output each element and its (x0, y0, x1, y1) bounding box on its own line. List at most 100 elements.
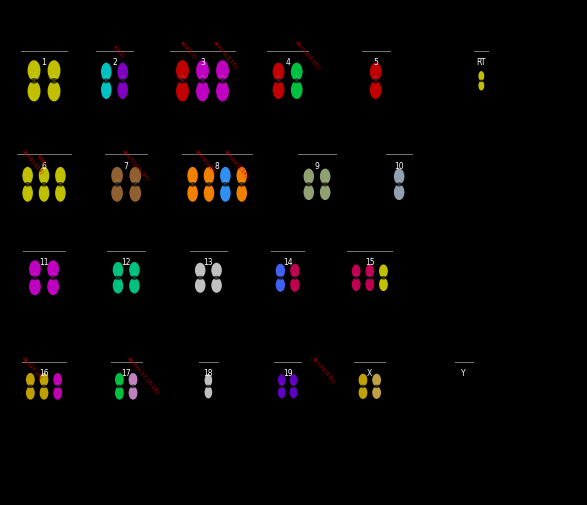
Ellipse shape (190, 182, 196, 187)
Ellipse shape (211, 278, 222, 293)
Ellipse shape (222, 182, 228, 187)
Ellipse shape (129, 373, 137, 386)
Ellipse shape (26, 386, 35, 399)
Ellipse shape (26, 373, 35, 386)
Ellipse shape (355, 273, 357, 278)
Text: 17: 17 (122, 369, 131, 378)
Ellipse shape (353, 276, 359, 280)
Ellipse shape (373, 75, 378, 81)
Ellipse shape (382, 273, 385, 278)
Text: der(8)(q14): der(8)(q14) (194, 148, 217, 175)
Ellipse shape (397, 179, 401, 185)
Ellipse shape (195, 263, 205, 278)
Ellipse shape (359, 374, 367, 386)
Text: 4: 4 (285, 58, 290, 67)
Ellipse shape (22, 167, 33, 184)
Ellipse shape (279, 385, 284, 388)
Ellipse shape (216, 60, 229, 81)
Text: 6: 6 (42, 162, 46, 171)
Ellipse shape (372, 78, 379, 83)
Ellipse shape (59, 179, 62, 185)
Text: 3: 3 (200, 58, 205, 67)
Ellipse shape (290, 374, 298, 386)
Ellipse shape (379, 265, 388, 278)
Ellipse shape (379, 278, 388, 291)
Ellipse shape (272, 81, 284, 99)
Ellipse shape (278, 276, 283, 280)
Ellipse shape (101, 63, 112, 81)
Ellipse shape (359, 386, 367, 399)
Ellipse shape (47, 278, 59, 295)
Ellipse shape (195, 278, 205, 293)
Ellipse shape (28, 384, 33, 388)
Text: 10: 10 (394, 162, 404, 171)
Text: 18: 18 (204, 369, 213, 378)
Ellipse shape (205, 386, 212, 398)
Ellipse shape (294, 273, 296, 278)
Ellipse shape (115, 373, 124, 386)
Ellipse shape (478, 71, 484, 81)
Ellipse shape (131, 382, 134, 387)
Ellipse shape (40, 373, 48, 386)
Ellipse shape (103, 78, 109, 83)
Ellipse shape (352, 265, 360, 278)
Ellipse shape (53, 373, 62, 386)
Ellipse shape (191, 179, 194, 185)
Ellipse shape (276, 278, 285, 292)
Ellipse shape (214, 276, 220, 280)
Ellipse shape (303, 184, 314, 200)
Ellipse shape (478, 81, 484, 90)
Ellipse shape (116, 273, 120, 278)
Ellipse shape (117, 81, 128, 99)
Text: 11: 11 (39, 258, 49, 267)
Ellipse shape (291, 63, 303, 81)
Ellipse shape (29, 260, 41, 278)
Ellipse shape (211, 263, 222, 278)
Ellipse shape (49, 275, 56, 280)
Ellipse shape (372, 386, 381, 399)
Text: X: X (367, 369, 372, 378)
Ellipse shape (370, 81, 382, 99)
Ellipse shape (278, 386, 285, 398)
Text: 8: 8 (215, 162, 220, 171)
Ellipse shape (187, 167, 198, 184)
Text: RT: RT (477, 58, 486, 67)
Ellipse shape (52, 74, 56, 81)
Ellipse shape (220, 74, 225, 81)
Ellipse shape (291, 81, 303, 99)
Ellipse shape (237, 167, 247, 184)
Ellipse shape (368, 273, 372, 278)
Text: 13: 13 (204, 258, 213, 267)
Ellipse shape (205, 374, 212, 386)
Ellipse shape (129, 167, 141, 184)
Ellipse shape (292, 276, 298, 280)
Ellipse shape (115, 276, 121, 280)
Ellipse shape (480, 78, 483, 81)
Ellipse shape (131, 276, 137, 280)
Ellipse shape (117, 63, 128, 81)
Ellipse shape (197, 276, 203, 280)
Text: 15: 15 (365, 258, 375, 267)
Ellipse shape (275, 78, 282, 83)
Ellipse shape (115, 386, 124, 399)
Ellipse shape (55, 184, 66, 202)
Ellipse shape (112, 167, 123, 184)
Ellipse shape (204, 184, 214, 202)
Ellipse shape (372, 374, 381, 386)
Ellipse shape (101, 81, 112, 99)
Text: der(6)(q14): der(6)(q14) (21, 148, 44, 175)
Ellipse shape (32, 74, 36, 81)
Ellipse shape (216, 81, 229, 102)
Text: 5: 5 (373, 58, 378, 67)
Text: i(6p): i(6p) (35, 154, 47, 166)
Ellipse shape (113, 182, 121, 187)
Ellipse shape (129, 278, 140, 293)
Text: 14: 14 (283, 258, 292, 267)
Ellipse shape (220, 184, 231, 202)
Ellipse shape (207, 179, 211, 185)
Ellipse shape (130, 384, 136, 388)
Ellipse shape (394, 169, 404, 184)
Text: der(ins(17;16-18)): der(ins(17;16-18)) (126, 356, 161, 396)
Text: 16: 16 (39, 369, 49, 378)
Ellipse shape (28, 60, 41, 81)
